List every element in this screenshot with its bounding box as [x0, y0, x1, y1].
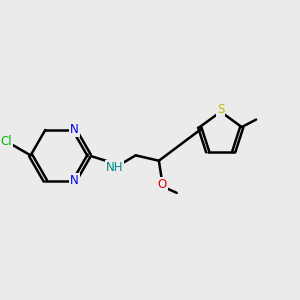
Text: N: N — [70, 174, 79, 187]
Text: N: N — [70, 124, 79, 136]
Text: NH: NH — [106, 161, 123, 174]
Text: Cl: Cl — [1, 135, 12, 148]
Text: O: O — [158, 178, 167, 191]
Text: S: S — [217, 103, 224, 116]
